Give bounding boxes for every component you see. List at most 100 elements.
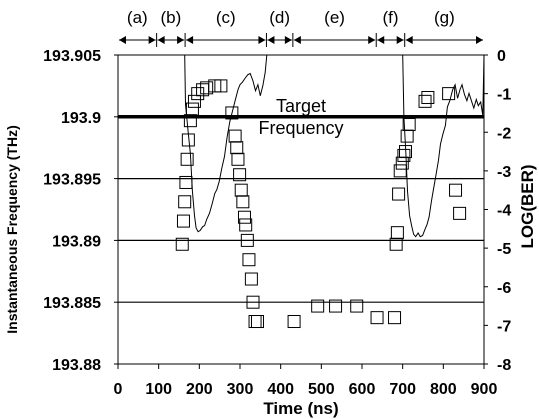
ber-marker — [233, 168, 247, 182]
y-left-tick-label: 193.88 — [52, 357, 101, 374]
ber-marker — [287, 315, 301, 329]
y-right-tick-label: -5 — [497, 241, 511, 258]
ber-marker — [231, 152, 245, 166]
y-right-tick-label: -7 — [497, 318, 511, 335]
ber-marker — [239, 218, 253, 232]
phase-arrowhead-right — [476, 36, 483, 44]
ber-marker — [389, 237, 403, 251]
y-left-axis-title: Instantaneous Frequency (THz) — [4, 125, 20, 333]
ber-marker — [421, 90, 435, 104]
x-tick-label: 700 — [389, 381, 416, 398]
phase-arrowhead-left — [157, 36, 165, 44]
ber-marker — [200, 81, 214, 95]
y-right-tick-label: -1 — [497, 87, 511, 104]
y-right-axis-ticks: -8 -7 -6 -5 -4 -3 -2 -1 0 — [484, 48, 511, 374]
ber-marker — [181, 133, 195, 147]
x-axis-title: Time (ns) — [263, 399, 338, 418]
phase-arrowhead-left — [267, 36, 275, 44]
phase-arrowhead-left — [377, 36, 385, 44]
ber-marker — [242, 253, 256, 267]
ber-marker — [230, 141, 244, 155]
x-tick-label: 400 — [267, 381, 294, 398]
ber-marker — [180, 152, 194, 166]
frequency-trace-2 — [402, 54, 485, 238]
ber-marker — [179, 175, 193, 189]
ber-marker — [418, 94, 432, 108]
target-frequency-group: Target Frequency — [118, 96, 484, 138]
frequency-trace-1 — [184, 54, 268, 233]
ber-marker — [175, 237, 189, 251]
y-left-tick-label: 193.895 — [43, 172, 101, 189]
ber-marker — [236, 195, 250, 209]
x-tick-label: 600 — [349, 381, 376, 398]
ber-marker — [250, 315, 264, 329]
gridlines — [118, 178, 484, 303]
y-left-tick-label: 193.905 — [43, 48, 101, 65]
phase-label: (g) — [434, 8, 455, 27]
phase-arrowhead-right — [177, 36, 185, 44]
phase-label: (f) — [382, 8, 398, 27]
ber-marker — [311, 299, 325, 313]
ber-marker — [388, 311, 402, 325]
phase-arrowhead-right — [396, 36, 404, 44]
ber-marker — [400, 129, 414, 143]
y-right-tick-label: -6 — [497, 280, 511, 297]
phase-arrowhead-left — [186, 36, 194, 44]
y-right-tick-label: -4 — [497, 203, 511, 220]
data-series — [175, 54, 485, 329]
phase-annotations: (a) (b) (c) (d) (e) (f) (g) — [119, 8, 483, 47]
ber-marker — [225, 106, 239, 120]
ber-marker — [240, 233, 254, 247]
ber-marker — [214, 79, 228, 93]
y-right-tick-label: -8 — [497, 357, 511, 374]
phase-label: (c) — [216, 8, 236, 27]
phase-arrowhead-right — [148, 36, 156, 44]
ber-marker — [176, 214, 190, 228]
target-label-line2: Frequency — [258, 118, 343, 138]
ber-marker — [393, 164, 407, 178]
x-tick-label: 0 — [114, 381, 123, 398]
phase-label: (b) — [160, 8, 181, 27]
ber-marker — [237, 210, 251, 224]
phase-arrowhead-left — [119, 36, 126, 44]
ber-marker — [453, 206, 467, 220]
ber-marker — [329, 299, 343, 313]
ber-marker — [244, 272, 258, 286]
x-tick-label: 500 — [308, 381, 335, 398]
phase-label: (d) — [269, 8, 290, 27]
x-tick-label: 800 — [430, 381, 457, 398]
y-right-tick-label: -2 — [497, 125, 511, 142]
y-left-axis-ticks: 193.88 193.885 193.89 193.895 193.9 193.905 — [43, 48, 118, 374]
phase-label: (e) — [324, 8, 345, 27]
ber-marker — [228, 129, 242, 143]
x-tick-label: 100 — [145, 381, 172, 398]
y-left-tick-label: 193.885 — [43, 295, 101, 312]
ber-marker — [397, 148, 411, 162]
phase-arrowhead-left — [293, 36, 301, 44]
y-right-tick-label: 0 — [497, 48, 506, 65]
ber-marker — [187, 94, 201, 108]
y-right-axis-title: LOG(BER) — [518, 164, 537, 248]
ber-marker — [392, 187, 406, 201]
phase-arrowhead-right — [368, 36, 376, 44]
x-tick-label: 900 — [471, 381, 498, 398]
target-label-line1: Target — [276, 96, 326, 116]
x-axis-ticks: 0 100 200 300 400 500 600 700 800 900 — [114, 364, 498, 398]
ber-marker — [449, 183, 463, 197]
y-left-tick-label: 193.9 — [61, 110, 101, 127]
ber-marker — [350, 299, 364, 313]
phase-arrowhead-right — [284, 36, 292, 44]
ber-marker — [399, 145, 413, 159]
x-tick-label: 200 — [186, 381, 213, 398]
ber-marker — [246, 295, 260, 309]
x-tick-label: 300 — [227, 381, 254, 398]
ber-marker — [370, 311, 384, 325]
phase-label: (a) — [127, 8, 148, 27]
ber-marker — [442, 87, 456, 101]
y-left-tick-label: 193.89 — [52, 233, 101, 250]
ber-marker — [402, 118, 416, 132]
ber-marker — [178, 195, 192, 209]
ber-marker — [234, 183, 248, 197]
phase-arrowhead-left — [405, 36, 413, 44]
